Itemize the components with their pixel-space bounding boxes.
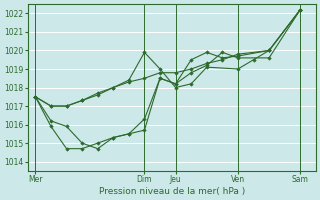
X-axis label: Pression niveau de la mer( hPa ): Pression niveau de la mer( hPa ) — [99, 187, 245, 196]
